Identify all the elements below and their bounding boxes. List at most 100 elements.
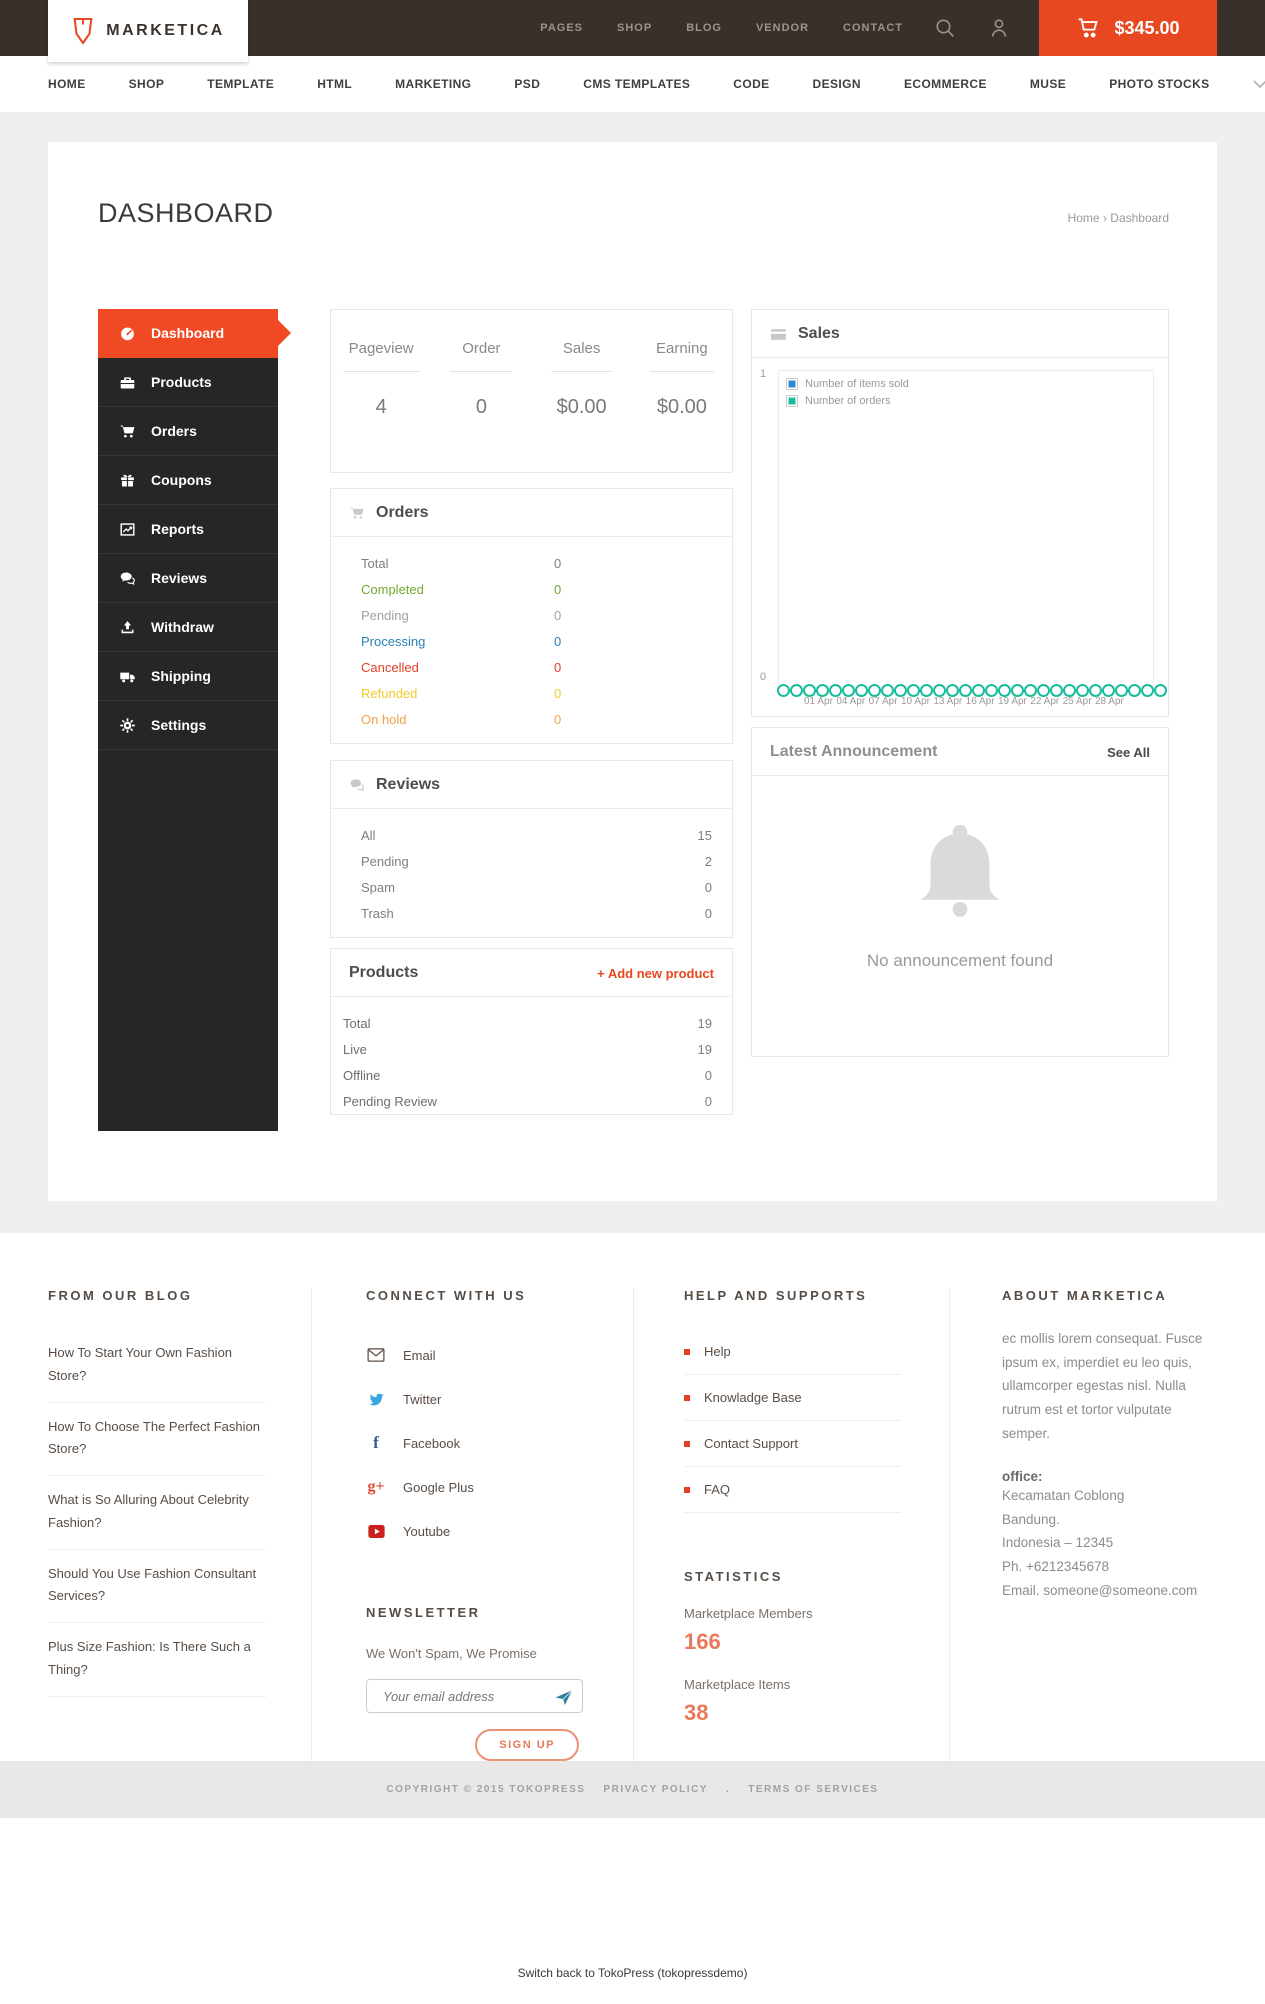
sidebar-item-dashboard[interactable]: Dashboard bbox=[98, 309, 291, 358]
credit-card-icon bbox=[771, 328, 786, 340]
order-status-link[interactable]: Processing bbox=[361, 633, 426, 649]
social-link-email[interactable]: Email bbox=[366, 1333, 583, 1377]
stat-earning: Earning $0.00 bbox=[632, 340, 732, 472]
upload-icon bbox=[121, 620, 134, 633]
see-all-link[interactable]: See All bbox=[1107, 744, 1150, 760]
help-links: Help Knowladge Base Contact Support FAQ bbox=[684, 1329, 901, 1513]
help-link[interactable]: Contact Support bbox=[684, 1421, 901, 1467]
chart-point bbox=[946, 684, 959, 697]
review-filter-link[interactable]: Spam bbox=[361, 879, 395, 895]
blog-post-link[interactable]: How To Choose The Perfect Fashion Store? bbox=[48, 1403, 266, 1476]
order-status-link[interactable]: On hold bbox=[361, 711, 407, 727]
privacy-policy-link[interactable]: PRIVACY POLICY bbox=[603, 1784, 708, 1795]
blog-post-link[interactable]: Plus Size Fashion: Is There Such a Thing… bbox=[48, 1623, 266, 1697]
order-status-count: 0 bbox=[554, 555, 562, 571]
add-new-product-link[interactable]: + Add new product bbox=[597, 965, 714, 981]
blog-post-link[interactable]: Should You Use Fashion Consultant Servic… bbox=[48, 1550, 266, 1623]
order-status-link[interactable]: Cancelled bbox=[361, 659, 419, 675]
orders-rows: Total 0 Completed 0 Pending 0 Processing… bbox=[331, 537, 732, 732]
topbar-menu-contact[interactable]: CONTACT bbox=[843, 22, 903, 34]
about-text: ec mollis lorem consequat. Fusce ipsum e… bbox=[1002, 1331, 1203, 1441]
chart-point bbox=[907, 684, 920, 697]
user-icon[interactable] bbox=[987, 16, 1011, 40]
social-link-youtube[interactable]: Youtube bbox=[366, 1509, 583, 1553]
announcement-panel: Latest Announcement See All No announcem… bbox=[751, 727, 1169, 1057]
sidebar-item-reviews[interactable]: Reviews bbox=[98, 554, 278, 603]
order-status-link[interactable]: Total bbox=[361, 555, 389, 571]
nav-item-cms-templates[interactable]: CMS TEMPLATES bbox=[583, 77, 691, 91]
switch-back-link[interactable]: Switch back to TokoPress (tokopressdemo) bbox=[517, 1966, 748, 1980]
terms-link[interactable]: TERMS OF SERVICES bbox=[748, 1784, 879, 1795]
empty-message: No announcement found bbox=[866, 951, 1054, 970]
page-header: DASHBOARD Home › Dashboard bbox=[48, 142, 1217, 229]
product-status-link[interactable]: Live bbox=[343, 1041, 367, 1057]
chart-point bbox=[881, 684, 894, 697]
order-status-count: 0 bbox=[554, 607, 562, 623]
sales-panel-header: Sales bbox=[752, 310, 1168, 358]
send-icon[interactable] bbox=[554, 1687, 573, 1711]
chart-point bbox=[894, 684, 907, 697]
review-filter-link[interactable]: All bbox=[361, 827, 376, 843]
nav-item-photo-stocks[interactable]: PHOTO STOCKS bbox=[1109, 77, 1210, 91]
product-status-link[interactable]: Pending Review bbox=[343, 1093, 437, 1109]
social-link-twitter[interactable]: Twitter bbox=[366, 1377, 583, 1421]
nav-item-html[interactable]: HTML bbox=[317, 77, 353, 91]
chart-point bbox=[803, 684, 816, 697]
blog-post-link[interactable]: What is So Alluring About Celebrity Fash… bbox=[48, 1476, 266, 1550]
y-axis-tick-max: 1 bbox=[760, 368, 767, 380]
nav-item-muse[interactable]: MUSE bbox=[1029, 77, 1067, 91]
nav-item-home[interactable]: HOME bbox=[48, 77, 86, 91]
product-status-count: 19 bbox=[697, 1015, 712, 1031]
cart-button[interactable]: $345.00 bbox=[1039, 0, 1217, 56]
order-status-row: Pending 0 bbox=[361, 602, 714, 628]
newsletter-email-input[interactable] bbox=[366, 1679, 583, 1713]
review-filter-row: Spam 0 bbox=[361, 874, 714, 900]
chevron-down-icon[interactable] bbox=[1252, 79, 1265, 89]
topbar-menu-blog[interactable]: BLOG bbox=[686, 22, 722, 34]
review-filter-row: Pending 2 bbox=[361, 848, 714, 874]
order-status-link[interactable]: Completed bbox=[361, 581, 424, 597]
stat-value: $0.00 bbox=[556, 396, 607, 418]
social-link-facebook[interactable]: f Facebook bbox=[366, 1421, 583, 1465]
topbar-menu-shop[interactable]: SHOP bbox=[617, 22, 653, 34]
review-filter-link[interactable]: Pending bbox=[361, 853, 409, 869]
footer-heading: CONNECT WITH US bbox=[366, 1288, 527, 1303]
blog-post-link[interactable]: How To Start Your Own Fashion Store? bbox=[48, 1329, 266, 1403]
order-status-link[interactable]: Pending bbox=[361, 607, 409, 623]
topbar-menu-vendor[interactable]: VENDOR bbox=[755, 22, 810, 34]
order-status-link[interactable]: Refunded bbox=[361, 685, 418, 701]
logo-tag-icon bbox=[71, 17, 95, 45]
chart-point bbox=[829, 684, 842, 697]
help-link[interactable]: Knowladge Base bbox=[684, 1375, 901, 1421]
stat-order: Order 0 bbox=[431, 340, 531, 472]
social-link-google-plus[interactable]: g+ Google Plus bbox=[366, 1465, 583, 1509]
nav-item-shop[interactable]: SHOP bbox=[128, 77, 165, 91]
search-icon[interactable] bbox=[933, 16, 957, 40]
footer: FROM OUR BLOG How To Start Your Own Fash… bbox=[0, 1233, 1265, 1761]
sidebar-item-settings[interactable]: Settings bbox=[98, 701, 278, 750]
sidebar-item-withdraw[interactable]: Withdraw bbox=[98, 603, 278, 652]
nav-item-design[interactable]: DESIGN bbox=[812, 77, 861, 91]
sidebar-item-orders[interactable]: Orders bbox=[98, 407, 278, 456]
logo[interactable]: MARKETICA bbox=[48, 0, 248, 62]
nav-item-ecommerce[interactable]: ECOMMERCE bbox=[903, 77, 987, 91]
topbar-menu-pages[interactable]: PAGES bbox=[540, 22, 583, 34]
product-status-link[interactable]: Total bbox=[343, 1015, 371, 1031]
nav-item-marketing[interactable]: MARKETING bbox=[395, 77, 472, 91]
product-status-link[interactable]: Offline bbox=[343, 1067, 381, 1083]
sidebar-item-shipping[interactable]: Shipping bbox=[98, 652, 278, 701]
help-link[interactable]: FAQ bbox=[684, 1467, 901, 1513]
breadcrumb-home[interactable]: Home bbox=[1067, 211, 1100, 225]
sidebar-item-reports[interactable]: Reports bbox=[98, 505, 278, 554]
nav-item-template[interactable]: TEMPLATE bbox=[207, 77, 275, 91]
order-status-row: Processing 0 bbox=[361, 628, 714, 654]
sidebar-item-coupons[interactable]: Coupons bbox=[98, 456, 278, 505]
sign-up-button[interactable]: SIGN UP bbox=[475, 1729, 579, 1761]
nav-item-code[interactable]: CODE bbox=[733, 77, 770, 91]
help-link[interactable]: Help bbox=[684, 1329, 901, 1375]
review-filter-link[interactable]: Trash bbox=[361, 905, 394, 921]
sidebar-item-products[interactable]: Products bbox=[98, 358, 278, 407]
nav-item-psd[interactable]: PSD bbox=[514, 77, 541, 91]
chart-point bbox=[1128, 684, 1141, 697]
legend-entry: Number of orders bbox=[786, 395, 909, 407]
